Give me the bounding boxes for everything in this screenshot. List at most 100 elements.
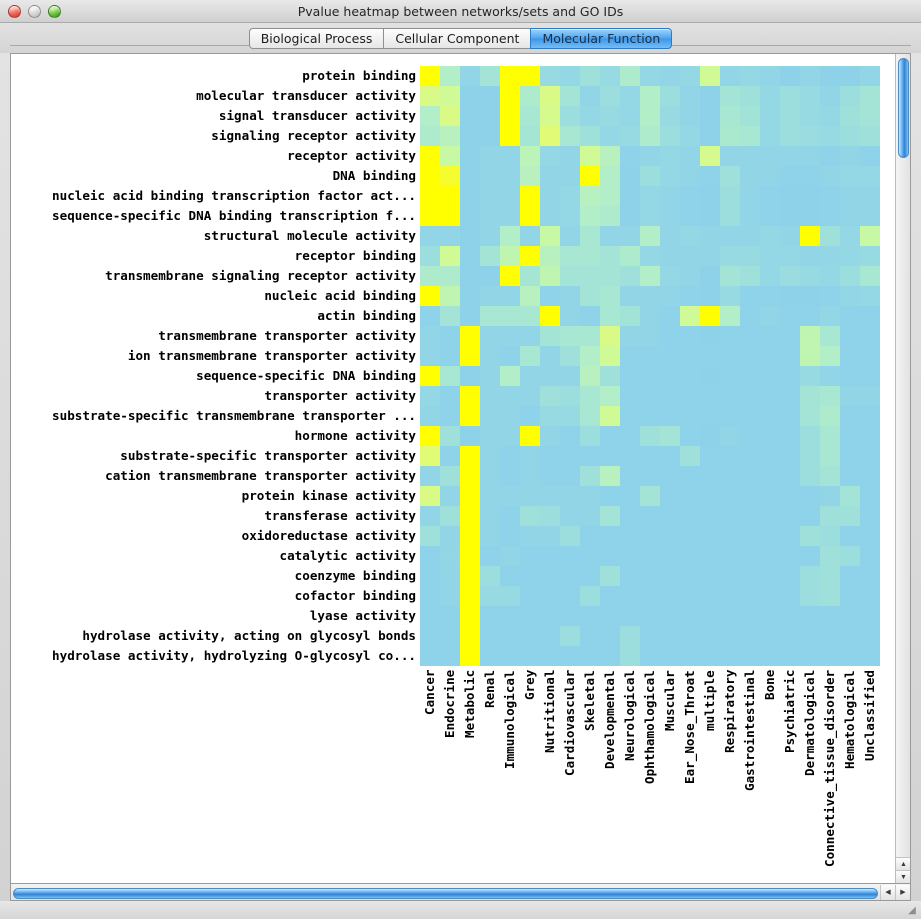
heatmap-cell[interactable]: [500, 146, 520, 166]
heatmap-cell[interactable]: [540, 586, 560, 606]
heatmap-cell[interactable]: [720, 426, 740, 446]
heatmap-cell[interactable]: [580, 566, 600, 586]
heatmap-cell[interactable]: [740, 346, 760, 366]
heatmap-cell[interactable]: [620, 66, 640, 86]
heatmap-cell[interactable]: [500, 106, 520, 126]
heatmap-cell[interactable]: [860, 286, 880, 306]
heatmap-cell[interactable]: [860, 186, 880, 206]
heatmap-cell[interactable]: [700, 446, 720, 466]
heatmap-cell[interactable]: [720, 386, 740, 406]
heatmap-cell[interactable]: [420, 166, 440, 186]
heatmap-cell[interactable]: [560, 466, 580, 486]
heatmap-cell[interactable]: [600, 126, 620, 146]
heatmap-cell[interactable]: [640, 166, 660, 186]
heatmap-cell[interactable]: [600, 166, 620, 186]
heatmap-cell[interactable]: [720, 626, 740, 646]
heatmap-cell[interactable]: [620, 366, 640, 386]
heatmap-cell[interactable]: [520, 506, 540, 526]
heatmap-cell[interactable]: [680, 346, 700, 366]
heatmap-cell[interactable]: [800, 626, 820, 646]
zoom-button[interactable]: [48, 4, 61, 18]
heatmap-cell[interactable]: [660, 586, 680, 606]
heatmap-cell[interactable]: [620, 526, 640, 546]
heatmap-cell[interactable]: [700, 366, 720, 386]
heatmap-cell[interactable]: [700, 346, 720, 366]
heatmap-cell[interactable]: [840, 166, 860, 186]
heatmap-cell[interactable]: [640, 586, 660, 606]
heatmap-cell[interactable]: [800, 266, 820, 286]
heatmap-cell[interactable]: [760, 526, 780, 546]
heatmap-cell[interactable]: [620, 646, 640, 666]
heatmap-cell[interactable]: [820, 526, 840, 546]
heatmap-cell[interactable]: [740, 226, 760, 246]
heatmap-cell[interactable]: [600, 426, 620, 446]
heatmap-cell[interactable]: [560, 226, 580, 246]
heatmap-cell[interactable]: [580, 286, 600, 306]
heatmap-cell[interactable]: [720, 306, 740, 326]
heatmap-cell[interactable]: [480, 146, 500, 166]
heatmap-cell[interactable]: [860, 586, 880, 606]
heatmap-cell[interactable]: [860, 66, 880, 86]
heatmap-cell[interactable]: [720, 266, 740, 286]
heatmap-cell[interactable]: [700, 166, 720, 186]
scroll-right-arrow-icon[interactable]: ▶: [895, 884, 910, 900]
heatmap-cell[interactable]: [780, 466, 800, 486]
heatmap-cell[interactable]: [640, 466, 660, 486]
heatmap-cell[interactable]: [500, 326, 520, 346]
heatmap-cell[interactable]: [580, 126, 600, 146]
heatmap-cell[interactable]: [560, 166, 580, 186]
heatmap-cell[interactable]: [460, 166, 480, 186]
heatmap-cell[interactable]: [780, 266, 800, 286]
heatmap-cell[interactable]: [520, 326, 540, 346]
scroll-up-arrow-icon[interactable]: ▲: [896, 857, 910, 870]
heatmap-cell[interactable]: [420, 266, 440, 286]
heatmap-cell[interactable]: [420, 626, 440, 646]
heatmap-cell[interactable]: [700, 646, 720, 666]
heatmap-cell[interactable]: [640, 86, 660, 106]
heatmap-cell[interactable]: [460, 266, 480, 286]
heatmap-cell[interactable]: [740, 306, 760, 326]
heatmap-cell[interactable]: [460, 586, 480, 606]
heatmap-cell[interactable]: [660, 346, 680, 366]
heatmap-cell[interactable]: [820, 406, 840, 426]
heatmap-cell[interactable]: [800, 506, 820, 526]
heatmap-cell[interactable]: [580, 406, 600, 426]
heatmap-cell[interactable]: [600, 646, 620, 666]
heatmap-cell[interactable]: [820, 166, 840, 186]
heatmap-cell[interactable]: [560, 66, 580, 86]
heatmap-cell[interactable]: [820, 126, 840, 146]
heatmap-cell[interactable]: [800, 466, 820, 486]
heatmap-cell[interactable]: [580, 346, 600, 366]
heatmap-grid[interactable]: [420, 66, 880, 666]
heatmap-cell[interactable]: [560, 386, 580, 406]
heatmap-cell[interactable]: [500, 506, 520, 526]
heatmap-cell[interactable]: [640, 646, 660, 666]
heatmap-cell[interactable]: [500, 226, 520, 246]
heatmap-cell[interactable]: [820, 346, 840, 366]
heatmap-cell[interactable]: [560, 426, 580, 446]
heatmap-cell[interactable]: [780, 386, 800, 406]
heatmap-cell[interactable]: [820, 486, 840, 506]
heatmap-cell[interactable]: [440, 246, 460, 266]
heatmap-cell[interactable]: [660, 66, 680, 86]
heatmap-cell[interactable]: [760, 446, 780, 466]
heatmap-cell[interactable]: [600, 486, 620, 506]
heatmap-cell[interactable]: [480, 206, 500, 226]
heatmap-cell[interactable]: [780, 226, 800, 246]
heatmap-cell[interactable]: [700, 246, 720, 266]
heatmap-cell[interactable]: [800, 446, 820, 466]
close-button[interactable]: [8, 4, 21, 18]
heatmap-cell[interactable]: [660, 146, 680, 166]
heatmap-cell[interactable]: [520, 106, 540, 126]
heatmap-cell[interactable]: [620, 206, 640, 226]
heatmap-cell[interactable]: [700, 526, 720, 546]
heatmap-cell[interactable]: [840, 306, 860, 326]
heatmap-cell[interactable]: [760, 226, 780, 246]
heatmap-cell[interactable]: [500, 206, 520, 226]
heatmap-cell[interactable]: [660, 126, 680, 146]
heatmap-cell[interactable]: [800, 386, 820, 406]
heatmap-cell[interactable]: [460, 246, 480, 266]
heatmap-cell[interactable]: [480, 386, 500, 406]
heatmap-cell[interactable]: [800, 646, 820, 666]
heatmap-cell[interactable]: [460, 606, 480, 626]
